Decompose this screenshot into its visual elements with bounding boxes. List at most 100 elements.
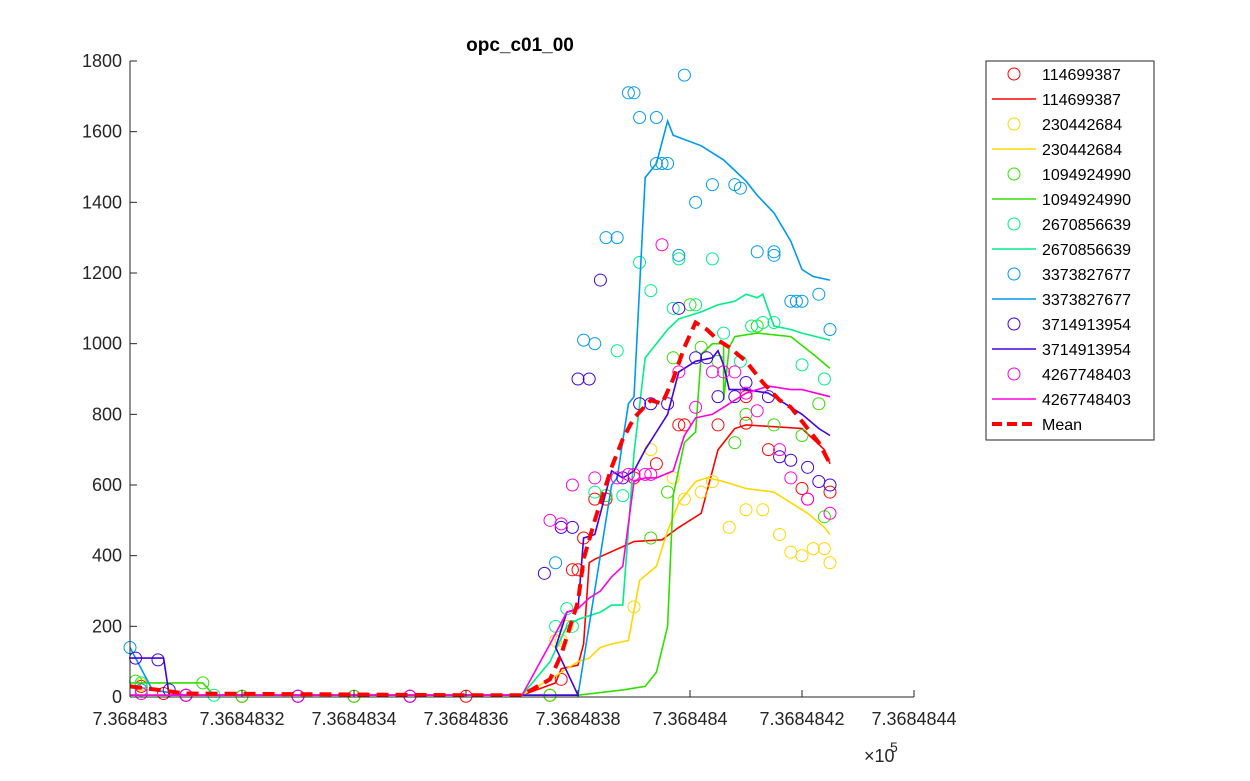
legend-entry: 114699387 xyxy=(1007,67,1121,84)
series-2670856639 xyxy=(130,252,831,703)
legend-marker xyxy=(1007,217,1021,231)
data-point xyxy=(621,467,635,481)
legend-label: 4267748403 xyxy=(1042,367,1131,384)
data-point xyxy=(817,372,831,386)
y-tick-label: 1400 xyxy=(82,192,122,212)
data-point xyxy=(554,672,568,686)
legend-label: 230442684 xyxy=(1042,117,1122,134)
data-point xyxy=(795,549,809,563)
legend: 114699387 114699387 230442684 230442684 1094… xyxy=(985,60,1155,441)
x-tick-label: 7.3684834 xyxy=(311,709,396,729)
data-point xyxy=(728,436,742,450)
data-point xyxy=(711,418,725,432)
y-tick-label: 800 xyxy=(92,404,122,424)
legend-entry: 3373827677 xyxy=(992,292,1131,309)
data-point xyxy=(644,443,658,457)
data-point xyxy=(812,474,826,488)
data-point xyxy=(627,86,641,100)
plot-area xyxy=(123,68,837,703)
x-exponent-base: ×10 xyxy=(864,746,895,766)
legend-entry: 3714913954 xyxy=(1007,317,1131,334)
data-point xyxy=(565,563,579,577)
legend-label: 3373827677 xyxy=(1042,292,1131,309)
legend-entry: 230442684 xyxy=(992,142,1122,159)
y-tick-label: 1800 xyxy=(82,51,122,71)
data-point xyxy=(773,443,787,457)
data-point xyxy=(633,255,647,269)
data-point xyxy=(666,471,680,485)
series-230442684 xyxy=(130,443,837,703)
legend-marker xyxy=(1007,117,1021,131)
legend-marker xyxy=(1007,367,1021,381)
data-point xyxy=(795,482,809,496)
data-point xyxy=(784,471,798,485)
data-point xyxy=(638,467,652,481)
data-point xyxy=(773,450,787,464)
series-line xyxy=(130,292,831,697)
series-line xyxy=(129,118,831,697)
y-tick-label: 200 xyxy=(92,616,122,636)
series-line xyxy=(130,349,831,697)
x-tick-label: 7.3684838 xyxy=(535,709,620,729)
data-point xyxy=(291,689,305,703)
y-tick-label: 400 xyxy=(92,546,122,566)
legend-label: 3714913954 xyxy=(1042,342,1131,359)
data-point xyxy=(739,416,753,430)
x-tick-label: 7.3684836 xyxy=(423,709,508,729)
data-point xyxy=(823,485,837,499)
data-point xyxy=(677,492,691,506)
data-point xyxy=(767,248,781,262)
data-point xyxy=(672,252,686,266)
data-point xyxy=(644,531,658,545)
legend-label: 3714913954 xyxy=(1042,317,1131,334)
data-point xyxy=(784,453,798,467)
series-1094924990 xyxy=(129,298,831,703)
data-point xyxy=(644,467,658,481)
mean-line xyxy=(129,319,832,698)
data-point xyxy=(588,485,602,499)
data-point xyxy=(784,545,798,559)
data-point xyxy=(644,284,658,298)
x-tick-label: 7.3684844 xyxy=(871,709,956,729)
data-point xyxy=(750,404,764,418)
data-point xyxy=(588,337,602,351)
data-point xyxy=(672,418,686,432)
data-point xyxy=(739,407,753,421)
data-point xyxy=(593,273,607,287)
data-point xyxy=(599,231,613,245)
data-point xyxy=(649,156,663,170)
data-point xyxy=(672,301,686,315)
data-point xyxy=(649,457,663,471)
data-point xyxy=(621,86,635,100)
data-point xyxy=(610,344,624,358)
legend-entry: 230442684 xyxy=(1007,117,1122,134)
data-point xyxy=(151,653,165,667)
data-point xyxy=(795,358,809,372)
legend-marker xyxy=(1007,317,1021,331)
data-point xyxy=(789,294,803,308)
data-point xyxy=(689,298,703,312)
x-exponent: ×10 5 xyxy=(864,739,898,766)
y-tick-label: 1200 xyxy=(82,263,122,283)
data-point xyxy=(633,111,647,125)
chart-title: opc_c01_00 xyxy=(466,35,574,56)
legend-label: 1094924990 xyxy=(1042,167,1131,184)
y-tick-label: 1600 xyxy=(82,122,122,142)
data-point xyxy=(689,400,703,414)
data-point xyxy=(705,178,719,192)
legend-entry: 4267748403 xyxy=(1007,367,1131,384)
axes xyxy=(129,61,914,698)
data-point xyxy=(661,397,675,411)
data-point xyxy=(694,485,708,499)
data-point xyxy=(554,520,568,534)
x-tick-label: 7.368483 xyxy=(92,709,167,729)
y-tick-label: 600 xyxy=(92,475,122,495)
data-point xyxy=(823,556,837,570)
data-point xyxy=(717,326,731,340)
data-point xyxy=(571,372,585,386)
y-tick-label: 1000 xyxy=(82,334,122,354)
data-point xyxy=(806,542,820,556)
data-point xyxy=(560,619,574,633)
data-point xyxy=(756,315,770,329)
data-point xyxy=(739,386,753,400)
